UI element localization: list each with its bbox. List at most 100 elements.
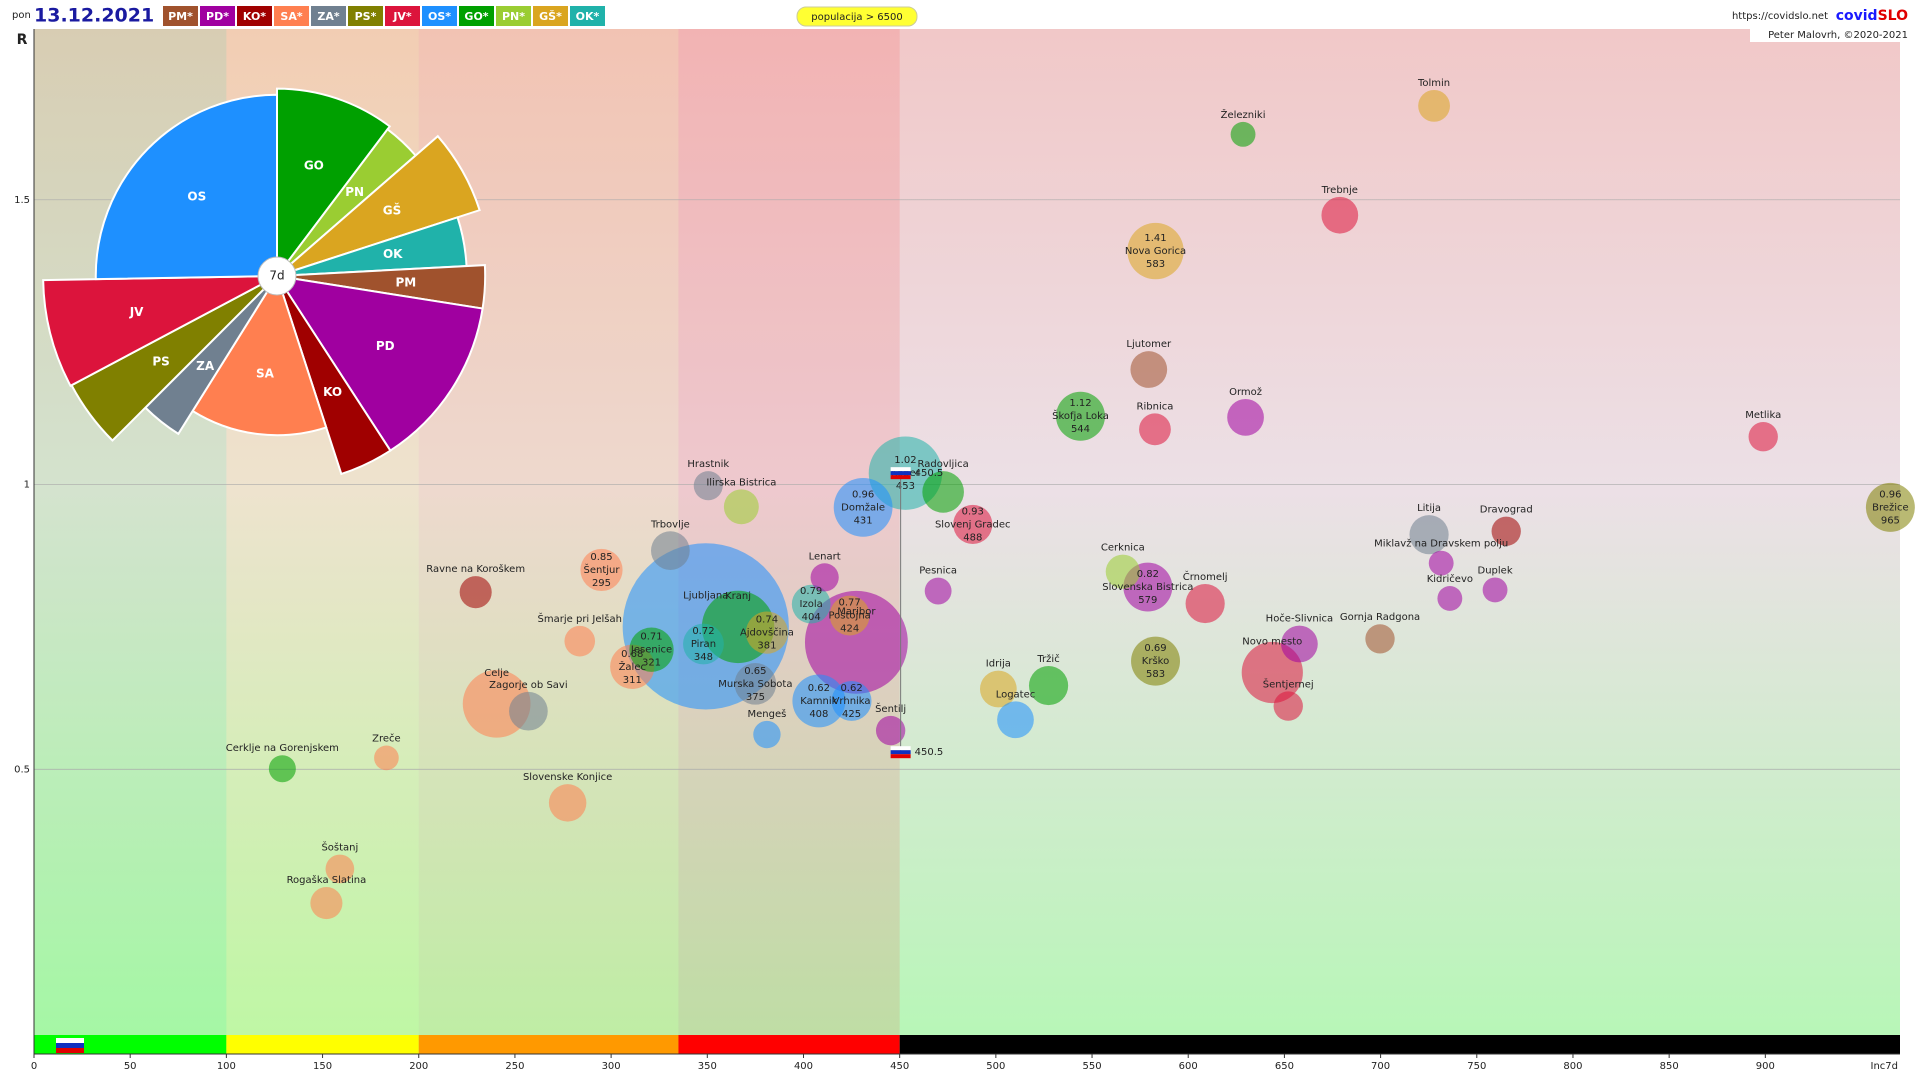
x-tick-label: 250: [505, 1061, 524, 1072]
bubble-name: Ravne na Koroškem: [426, 563, 525, 575]
bubble: [310, 887, 343, 920]
bubble-inc: 544: [1071, 424, 1090, 435]
bubble-name: Logatec: [996, 689, 1036, 700]
bubble-name: Slovenj Gradec: [935, 519, 1011, 530]
x-tick-label: 800: [1563, 1061, 1582, 1072]
x-tick-label: 300: [602, 1061, 621, 1072]
bubble: [1185, 583, 1225, 624]
bubble-r: 0.85: [590, 552, 612, 563]
wedge-label: GŠ: [383, 202, 402, 217]
x-tick-label: 450: [890, 1061, 909, 1072]
legend-label: PM*: [168, 10, 193, 23]
bubble: [548, 784, 587, 822]
bubble-name: Murska Sobota: [718, 679, 792, 690]
bubble: [629, 627, 674, 672]
legend-swatch: [200, 6, 235, 26]
bubble-name: Šentjur: [583, 563, 620, 576]
legend-label: KO*: [243, 10, 266, 23]
bubble-name: Ajdovščina: [740, 627, 794, 639]
polar-chart: GO PN GŠ OK PM PD KO SA ZA PS JV OS 7d: [42, 87, 487, 476]
bubble: [1127, 222, 1184, 280]
bubble-r: 0.62: [808, 683, 830, 694]
legend-label: GO*: [464, 10, 488, 23]
bubble-name: Dravograd: [1480, 505, 1533, 516]
legend-label: SA*: [280, 10, 302, 23]
bubble-name: Šentilj: [875, 702, 906, 715]
bubble: [1491, 516, 1521, 546]
bubble: [831, 680, 872, 721]
bubble: [922, 471, 964, 513]
legend-swatch: [274, 6, 309, 26]
bubble-inc: 424: [840, 624, 859, 635]
wedge: [276, 275, 392, 476]
legend-swatch: [163, 6, 198, 26]
bubble-name: Šmarje pri Jelšah: [538, 612, 622, 625]
legend-swatch: [496, 6, 531, 26]
bubble: [791, 584, 831, 624]
x-axis-label: Inc7d: [1871, 1061, 1899, 1072]
bubble-name: Litija: [1417, 503, 1441, 514]
bubble-name: Domžale: [841, 501, 885, 513]
bubble-name: Žalec: [619, 660, 646, 673]
legend-label: JV*: [392, 10, 412, 23]
bubble: [1409, 515, 1449, 555]
bubble-name: Izola: [800, 599, 823, 610]
wedge: [191, 273, 328, 437]
credit-bg: [1750, 28, 1912, 42]
legend-swatch: [422, 6, 457, 26]
legend-label: GŠ*: [539, 10, 562, 23]
legend-label: PN*: [502, 10, 525, 23]
legend: PM* PD* KO* SA* ZA* PS* JV* OS* GO* PN* GŠ* OK*: [163, 6, 605, 26]
country-label: 450.5: [915, 468, 944, 479]
bubble-inc: 583: [1146, 259, 1165, 270]
wedge: [276, 87, 392, 279]
axes: 0.5 1 1.5 0 50 100 150 200 250 300 350 400 450 500 550…: [14, 29, 1900, 1072]
x-tick-label: 200: [409, 1061, 428, 1072]
country-mark: [890, 746, 911, 759]
bubble-r: 0.62: [840, 683, 862, 694]
bubble-inc: 321: [642, 658, 661, 669]
bubble: [374, 745, 399, 771]
filter-pill: [796, 6, 918, 27]
bubble-r: 1.12: [1069, 398, 1091, 409]
wedge-label: PD: [376, 339, 395, 353]
legend-label: ZA*: [317, 10, 339, 23]
bubble: [1273, 691, 1303, 721]
bubble: [875, 715, 906, 746]
bubble-name: Gornja Radgona: [1340, 612, 1420, 623]
bubble-name: Mengeš: [748, 708, 787, 720]
bubble-inc: 408: [809, 709, 828, 720]
bubble: [1139, 413, 1171, 446]
legend-swatch: [311, 6, 346, 26]
bubble-name: Ljubljana: [683, 590, 728, 601]
bubble-name: Pesnica: [919, 566, 957, 577]
bubble: [509, 691, 548, 731]
bubble-name: Duplek: [1478, 565, 1513, 576]
wedge: [42, 275, 278, 388]
bubble-r: 0.68: [621, 649, 643, 660]
brand-b: SLO: [1878, 8, 1909, 24]
bubble-name: Slovenske Konjice: [523, 772, 612, 783]
bubble: [953, 504, 993, 545]
zone-bar: [899, 1035, 1900, 1054]
x-tick-label: 850: [1660, 1061, 1679, 1072]
brand-a: covid: [1836, 8, 1878, 24]
y-tick-label: 1: [24, 480, 30, 491]
flag-stripe: [890, 475, 911, 480]
zone-bar: [226, 1035, 419, 1054]
wedge-label: KO: [323, 385, 342, 399]
bubble: [792, 674, 846, 728]
bubble: [1748, 422, 1778, 452]
bubble-r: 0.71: [640, 632, 662, 643]
bubble-name: Maribor: [837, 606, 876, 617]
bubble-inc: 375: [746, 692, 765, 703]
legend-swatch: [459, 6, 494, 26]
bubble: [459, 576, 492, 609]
bubble-r: 0.93: [962, 506, 984, 517]
bubble: [745, 611, 789, 654]
x-tick-label: 650: [1275, 1061, 1294, 1072]
legend-swatch: [533, 6, 568, 26]
bubble-name: Ribnica: [1137, 401, 1174, 412]
wedge-label: JV: [129, 305, 144, 319]
